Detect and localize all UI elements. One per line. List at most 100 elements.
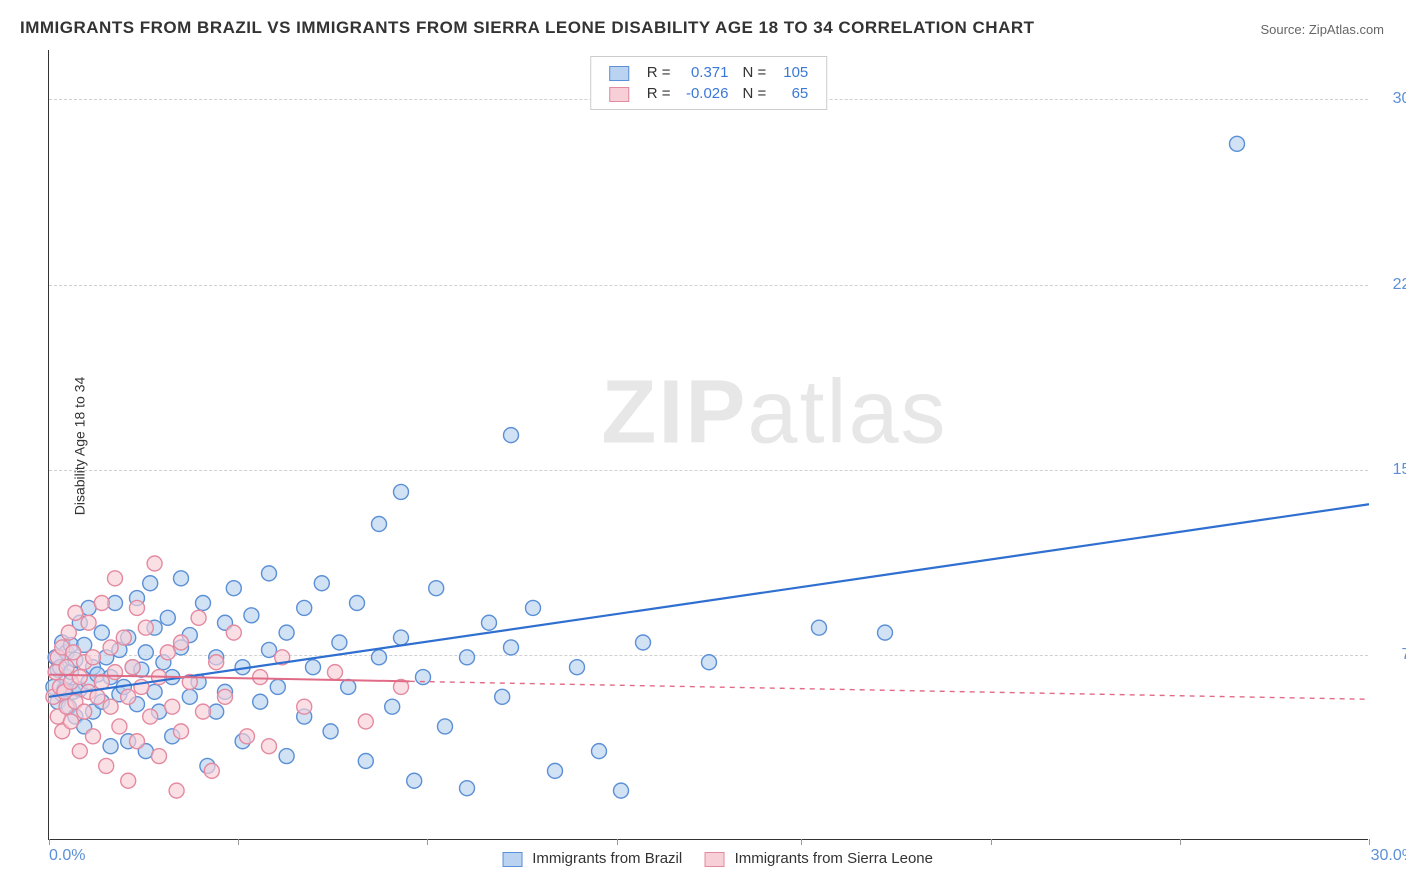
data-point <box>702 655 717 670</box>
data-point <box>108 665 123 680</box>
data-point <box>138 620 153 635</box>
data-point <box>143 709 158 724</box>
data-point <box>121 689 136 704</box>
data-point <box>160 610 175 625</box>
data-point <box>218 689 233 704</box>
source-label: Source: ZipAtlas.com <box>1260 22 1384 37</box>
data-point <box>112 719 127 734</box>
data-point <box>297 600 312 615</box>
data-point <box>125 660 140 675</box>
data-point <box>72 744 87 759</box>
data-point <box>332 635 347 650</box>
x-tickmark <box>1180 839 1181 845</box>
y-tick-label: 30.0% <box>1378 90 1406 108</box>
legend-swatch-brazil <box>502 852 522 867</box>
regression-line-extrapolated <box>410 681 1369 699</box>
data-point <box>460 650 475 665</box>
data-point <box>165 699 180 714</box>
data-point <box>72 670 87 685</box>
data-point <box>138 645 153 660</box>
data-point <box>130 734 145 749</box>
data-point <box>103 699 118 714</box>
data-point <box>358 754 373 769</box>
data-point <box>636 635 651 650</box>
data-point <box>174 571 189 586</box>
y-tick-label: 22.5% <box>1378 276 1406 294</box>
x-tickmark <box>1369 839 1370 845</box>
data-point <box>385 699 400 714</box>
data-point <box>341 679 356 694</box>
data-point <box>64 714 79 729</box>
data-point <box>99 758 114 773</box>
scatter-svg <box>49 50 1368 839</box>
data-point <box>204 763 219 778</box>
x-tickmark <box>617 839 618 845</box>
data-point <box>86 650 101 665</box>
data-point <box>174 724 189 739</box>
legend-row: R =0.371N =105 <box>603 63 815 82</box>
data-point <box>372 650 387 665</box>
y-tick-label: 15.0% <box>1378 461 1406 479</box>
data-point <box>77 704 92 719</box>
data-point <box>103 640 118 655</box>
data-point <box>68 605 83 620</box>
data-point <box>495 689 510 704</box>
data-point <box>226 625 241 640</box>
data-point <box>94 596 109 611</box>
data-point <box>614 783 629 798</box>
data-point <box>61 625 76 640</box>
data-point <box>460 781 475 796</box>
data-point <box>438 719 453 734</box>
data-point <box>878 625 893 640</box>
data-point <box>372 517 387 532</box>
data-point <box>147 556 162 571</box>
x-tick-max: 30.0% <box>1371 847 1406 865</box>
data-point <box>143 576 158 591</box>
data-point <box>196 704 211 719</box>
x-tickmark <box>49 839 50 845</box>
series-legend: Immigrants from Brazil Immigrants from S… <box>484 850 933 867</box>
data-point <box>262 739 277 754</box>
data-point <box>504 640 519 655</box>
legend-row: R =-0.026N =65 <box>603 84 815 103</box>
data-point <box>196 596 211 611</box>
chart-title: IMMIGRANTS FROM BRAZIL VS IMMIGRANTS FRO… <box>20 18 1035 38</box>
data-point <box>152 749 167 764</box>
plot-area: ZIPatlas 7.5%15.0%22.5%30.0% R =0.371N =… <box>48 50 1368 840</box>
data-point <box>174 635 189 650</box>
data-point <box>279 625 294 640</box>
data-point <box>394 484 409 499</box>
data-point <box>116 630 131 645</box>
data-point <box>226 581 241 596</box>
data-point <box>314 576 329 591</box>
data-point <box>570 660 585 675</box>
data-point <box>182 689 197 704</box>
data-point <box>279 749 294 764</box>
legend-label-brazil: Immigrants from Brazil <box>532 850 682 867</box>
legend-label-sierra-leone: Immigrants from Sierra Leone <box>735 850 933 867</box>
data-point <box>191 610 206 625</box>
data-point <box>1230 136 1245 151</box>
data-point <box>812 620 827 635</box>
data-point <box>306 660 321 675</box>
data-point <box>59 660 74 675</box>
data-point <box>108 571 123 586</box>
data-point <box>504 428 519 443</box>
x-tickmark <box>801 839 802 845</box>
data-point <box>358 714 373 729</box>
data-point <box>244 608 259 623</box>
data-point <box>86 729 101 744</box>
data-point <box>130 600 145 615</box>
data-point <box>526 600 541 615</box>
x-tickmark <box>991 839 992 845</box>
y-tick-label: 7.5% <box>1378 646 1406 664</box>
data-point <box>253 694 268 709</box>
data-point <box>394 630 409 645</box>
data-point <box>482 615 497 630</box>
data-point <box>262 642 277 657</box>
chart-container: IMMIGRANTS FROM BRAZIL VS IMMIGRANTS FRO… <box>0 0 1406 892</box>
data-point <box>429 581 444 596</box>
data-point <box>253 670 268 685</box>
x-tickmark <box>427 839 428 845</box>
data-point <box>103 739 118 754</box>
